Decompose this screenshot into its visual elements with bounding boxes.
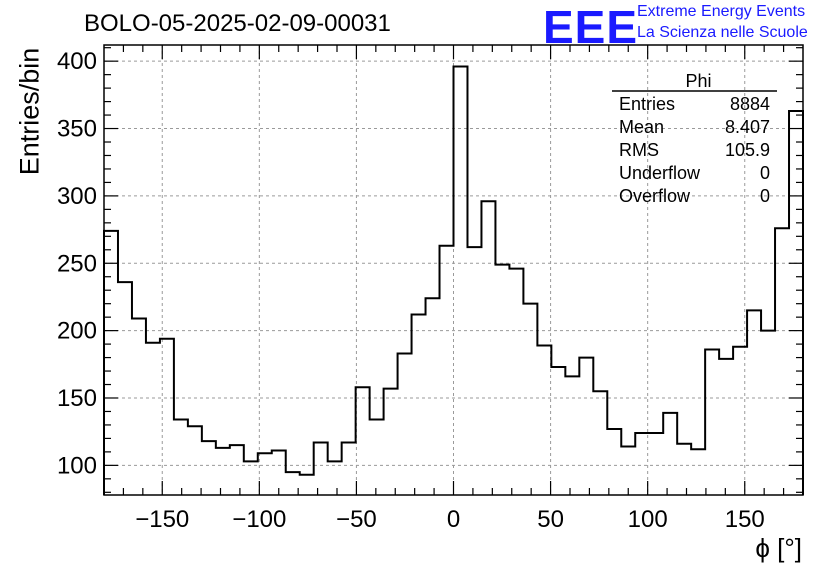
histogram-bin (761, 331, 775, 495)
x-axis-label: ϕ [°] (755, 533, 802, 563)
histogram-bin (607, 429, 621, 495)
logo-line-2: La Scienza nelle Scuole (637, 24, 808, 41)
histogram-bin (454, 67, 468, 495)
histogram-bin (202, 441, 216, 495)
histogram-bin (440, 246, 454, 495)
stats-value: 0 (760, 186, 770, 206)
histogram-bin (705, 349, 719, 495)
histogram-bin (174, 420, 188, 495)
histogram-bin (146, 343, 160, 495)
histogram-outline (103, 65, 804, 495)
y-axis-label: Entries/bin (14, 47, 45, 176)
histogram-bin (216, 448, 230, 495)
histogram-bin (300, 475, 314, 495)
histogram-bin (188, 426, 202, 495)
stats-label: Overflow (619, 186, 691, 206)
y-tick-label: 400 (57, 48, 97, 75)
logo-line-1: Extreme Energy Events (637, 3, 806, 20)
histogram-bin (523, 304, 537, 495)
histogram-bin (537, 345, 551, 495)
stats-value: 105.9 (725, 140, 770, 160)
histogram-bin (677, 444, 691, 495)
histogram-bin (384, 389, 398, 495)
histogram-bin (747, 310, 761, 495)
histogram-bin (663, 413, 677, 495)
x-tick-label: 100 (628, 506, 668, 533)
y-tick-label: 350 (57, 116, 97, 143)
chart-title: BOLO-05-2025-02-09-00031 (84, 10, 391, 37)
histogram-bin (509, 269, 523, 495)
x-tick-label: −100 (232, 506, 286, 533)
histogram-bin (356, 387, 370, 495)
histogram-bin (244, 461, 258, 495)
stats-box-title: Phi (685, 71, 711, 91)
x-tick-label: −50 (336, 506, 377, 533)
y-tick-label: 300 (57, 183, 97, 210)
x-tick-label: −150 (135, 506, 189, 533)
histogram-bin (314, 442, 328, 495)
histogram-bin (370, 420, 384, 495)
histogram-bin (132, 319, 146, 495)
histogram-bin (412, 314, 426, 495)
histogram-bin (342, 442, 356, 495)
stats-value: 0 (760, 163, 770, 183)
histogram-bin (118, 282, 132, 495)
histogram-bin (621, 446, 635, 495)
stats-label: Mean (619, 117, 664, 137)
histogram-bin (104, 231, 118, 495)
histogram-bin (230, 445, 244, 495)
histogram-bin (593, 391, 607, 495)
stats-value: 8.407 (725, 117, 770, 137)
histogram-bin (649, 433, 663, 495)
histogram-bin (551, 367, 565, 495)
histogram-bin (719, 359, 733, 495)
x-tick-label: 50 (537, 506, 564, 533)
stats-value: 8884 (730, 94, 770, 114)
x-tick-label: 150 (725, 506, 765, 533)
y-tick-label: 200 (57, 318, 97, 345)
y-tick-label: 100 (57, 452, 97, 479)
stats-label: Underflow (619, 163, 701, 183)
eee-logo: EEE (543, 1, 639, 53)
histogram-bin (426, 298, 440, 495)
histogram-bin (467, 247, 481, 495)
x-tick-label: 0 (447, 506, 460, 533)
histogram-bin (481, 201, 495, 495)
histogram-bin (328, 461, 342, 495)
histogram-bin (691, 449, 705, 495)
stats-label: Entries (619, 94, 675, 114)
histogram-bin (495, 265, 509, 495)
histogram-bin (579, 358, 593, 495)
y-tick-label: 250 (57, 250, 97, 277)
histogram-bin (398, 354, 412, 495)
y-tick-label: 150 (57, 385, 97, 412)
histogram-bin (565, 376, 579, 495)
histogram-bin (775, 228, 789, 495)
stats-label: RMS (619, 140, 659, 160)
